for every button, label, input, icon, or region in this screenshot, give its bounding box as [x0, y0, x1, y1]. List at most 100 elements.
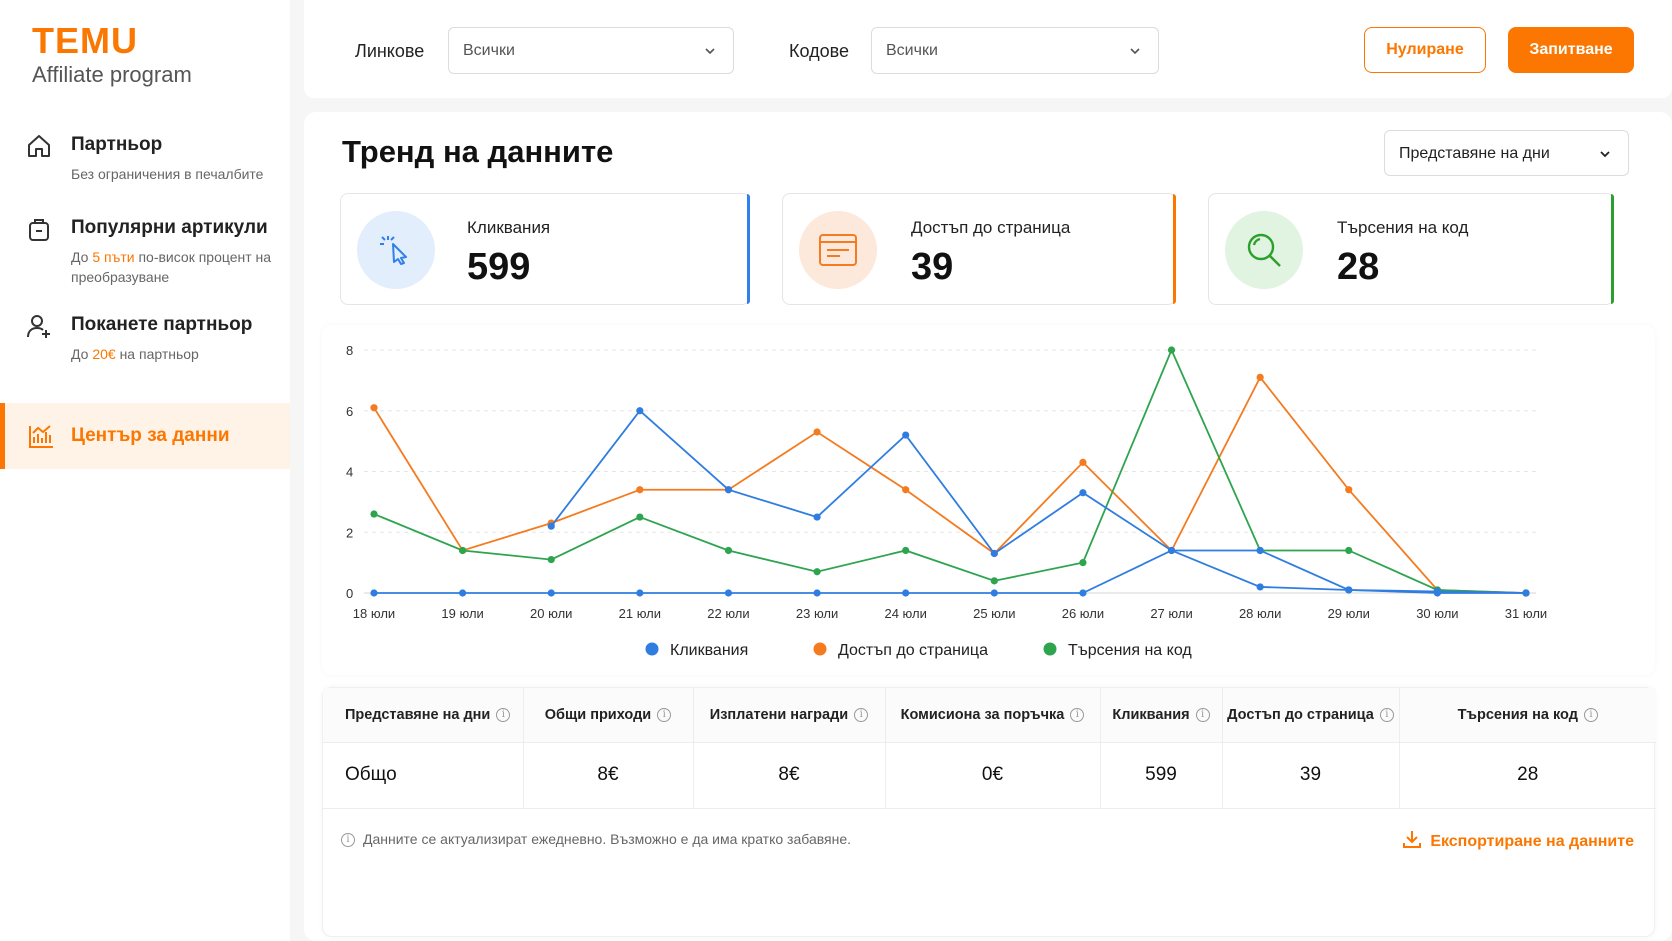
x-tick-label: 20 юли — [530, 606, 572, 621]
y-tick-label: 2 — [346, 525, 353, 540]
info-icon[interactable]: i — [1195, 707, 1210, 722]
card-icon-circle — [799, 211, 877, 289]
data-point — [902, 486, 910, 494]
links-select-value: Всички — [463, 42, 515, 59]
table-header-cell: Комисиона за поръчка i — [885, 688, 1101, 743]
sidebar-item-desc: До 20€ на партньор — [71, 346, 199, 362]
chevron-down-icon — [705, 48, 715, 55]
info-icon: i — [341, 833, 355, 848]
card-icon-circle — [357, 211, 435, 289]
sidebar-item-desc: До 5 пъти по-висок процент на преобразув… — [71, 249, 272, 285]
x-tick-label: 24 юли — [884, 606, 926, 621]
data-point — [1256, 373, 1264, 381]
data-point — [902, 546, 910, 555]
card-title: Достъп до страница — [911, 218, 1071, 237]
sidebar-item-label: Център за данни — [71, 425, 230, 446]
data-point — [724, 486, 733, 494]
data-point — [1079, 589, 1087, 597]
data-point — [459, 589, 467, 597]
data-point — [1079, 559, 1087, 567]
view-mode-select[interactable]: Представяне на дни — [1384, 130, 1629, 176]
table-header-cell: Кликвания i — [1100, 688, 1223, 743]
x-tick-label: 25 юли — [973, 606, 1015, 621]
info-icon[interactable]: i — [1070, 707, 1085, 722]
card-value: 599 — [467, 246, 531, 288]
table-cell: 599 — [1100, 742, 1223, 808]
magnifier-icon — [1247, 233, 1281, 267]
data-trend-panel: Тренд на данните Представяне на дни Клик… — [304, 112, 1672, 941]
data-point — [724, 546, 733, 555]
legend-label: Кликвания — [670, 642, 748, 659]
summary-table: Представяне на дни i Общи приходи i Изплат… — [323, 688, 1656, 808]
data-point — [902, 431, 910, 439]
legend-marker — [645, 642, 659, 656]
info-icon[interactable]: i — [1379, 707, 1394, 722]
summary-table-card: Представяне на дни i Общи приходи i Изплат… — [322, 687, 1656, 937]
card-title: Търсения на код — [1337, 218, 1469, 237]
card-accent — [1611, 194, 1614, 304]
x-tick-label: 19 юли — [441, 606, 483, 621]
data-point — [813, 589, 821, 597]
export-data-button[interactable]: Експортиране на данните — [1402, 829, 1634, 851]
chart-icon — [29, 425, 53, 448]
sidebar-item-popular-articles[interactable]: Популярни артикули До 5 пъти по-висок пр… — [0, 215, 290, 295]
sidebar-item-label: Популярни артикули — [71, 217, 268, 238]
data-point — [1167, 346, 1176, 354]
card-title: Кликвания — [467, 218, 551, 237]
info-icon[interactable]: i — [854, 707, 869, 722]
data-point — [1256, 583, 1264, 591]
codes-select-value: Всички — [886, 42, 938, 59]
query-button[interactable]: Запитване — [1508, 27, 1634, 73]
data-point — [547, 522, 555, 530]
y-tick-label: 4 — [346, 465, 353, 480]
data-point — [902, 589, 910, 597]
x-tick-label: 27 юли — [1150, 606, 1192, 621]
stat-card-clicks: Кликвания 599 — [340, 193, 750, 305]
y-tick-label: 0 — [346, 586, 353, 601]
x-tick-label: 29 юли — [1328, 606, 1370, 621]
sidebar-item-label: Партньор — [71, 134, 163, 155]
update-note: i Данните се актуализират ежедневно. Възм… — [341, 831, 851, 848]
data-point — [724, 589, 733, 597]
data-point — [1433, 587, 1441, 596]
table-footer: i Данните се актуализират ежедневно. Възм… — [323, 808, 1656, 868]
info-icon[interactable]: i — [1583, 707, 1598, 722]
data-point — [547, 589, 555, 597]
table-header-cell: Представяне на дни i — [323, 688, 524, 743]
data-point — [636, 589, 644, 597]
reset-button[interactable]: Нулиране — [1364, 27, 1486, 73]
info-icon[interactable]: i — [496, 707, 511, 722]
sidebar-item-data-center[interactable]: Център за данни — [0, 403, 290, 469]
stat-card-code-searches: Търсения на код 28 — [1208, 193, 1614, 305]
legend-marker — [1043, 642, 1057, 656]
codes-label: Кодове — [789, 41, 849, 61]
download-icon — [1403, 831, 1422, 848]
data-point — [1256, 546, 1264, 555]
codes-select[interactable]: Всички — [871, 27, 1159, 74]
table-header-cell: Изплатени награди i — [693, 688, 886, 743]
table-row: Общо 8€ 8€ 0€ 599 39 28 — [323, 742, 1656, 808]
sidebar-item-partner[interactable]: Партньор Без ограничения в печалбите — [0, 132, 290, 192]
chevron-down-icon — [1130, 48, 1140, 55]
bag-icon — [29, 219, 49, 241]
data-point — [813, 513, 821, 521]
x-tick-label: 30 юли — [1416, 606, 1458, 621]
x-tick-label: 31 юли — [1505, 606, 1547, 621]
card-value: 28 — [1337, 246, 1380, 288]
home-icon — [28, 135, 50, 157]
view-mode-value: Представяне на дни — [1399, 145, 1550, 162]
data-point — [1345, 586, 1353, 594]
data-point — [636, 513, 644, 521]
table-cell: 39 — [1222, 742, 1400, 808]
sidebar-item-invite-partner[interactable]: Поканете партньор До 20€ на партньор — [0, 312, 290, 372]
data-point — [813, 568, 821, 576]
links-select[interactable]: Всички — [448, 27, 734, 74]
data-point — [370, 510, 378, 518]
series-line — [373, 375, 1527, 594]
sidebar-item-label: Поканете партньор — [71, 314, 253, 335]
logo[interactable]: TEMU Affiliate program — [32, 22, 192, 88]
data-point — [1079, 458, 1087, 466]
legend-marker — [813, 642, 827, 656]
table-header-row: Представяне на дни i Общи приходи i Изплат… — [323, 688, 1656, 743]
info-icon[interactable]: i — [657, 707, 672, 722]
